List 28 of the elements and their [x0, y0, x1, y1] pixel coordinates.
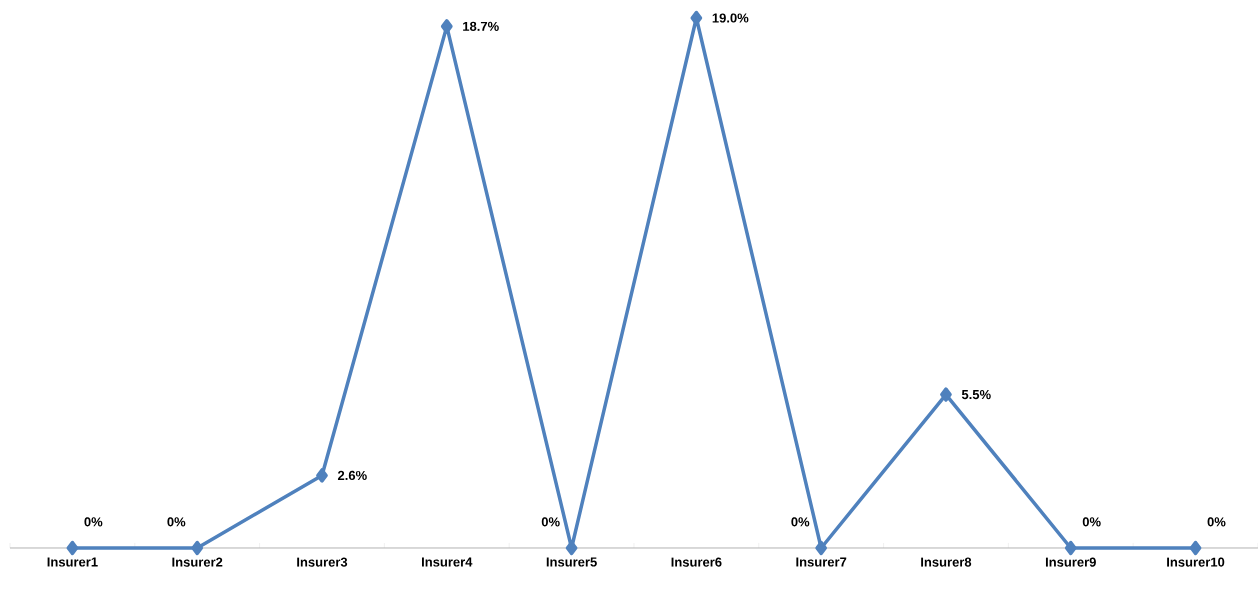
data-label: 0%: [1082, 517, 1101, 527]
x-tick-label: Insurer7: [796, 557, 847, 567]
point: [191, 540, 204, 556]
data-label: 19.0%: [712, 13, 749, 23]
data-label: 0%: [167, 517, 186, 527]
point: [1189, 540, 1202, 556]
data-label: 0%: [791, 517, 810, 527]
x-tick-label: Insurer9: [1045, 557, 1096, 567]
x-tick-label: Insurer8: [921, 557, 972, 567]
point: [815, 540, 828, 556]
point: [440, 19, 453, 34]
data-label: 0%: [1207, 517, 1226, 527]
data-label: 18.7%: [463, 21, 499, 31]
data-label: 0%: [84, 517, 103, 527]
x-tick-label: Insurer5: [546, 557, 597, 567]
point: [66, 540, 79, 556]
x-tick-label: Insurer4: [422, 557, 473, 567]
point: [1064, 540, 1077, 556]
x-tick-label: Insurer6: [671, 557, 722, 567]
x-tick-label: Insurer1: [47, 557, 98, 567]
point: [940, 387, 952, 402]
data-label: 5.5%: [961, 389, 991, 400]
x-tick-label: Insurer3: [297, 557, 348, 567]
x-tick-label: Insurer10: [1167, 557, 1225, 567]
point: [316, 468, 328, 483]
data-label: 0%: [541, 517, 560, 527]
x-tick-label: Insurer2: [172, 557, 223, 567]
data-label: 2.6%: [337, 470, 367, 481]
